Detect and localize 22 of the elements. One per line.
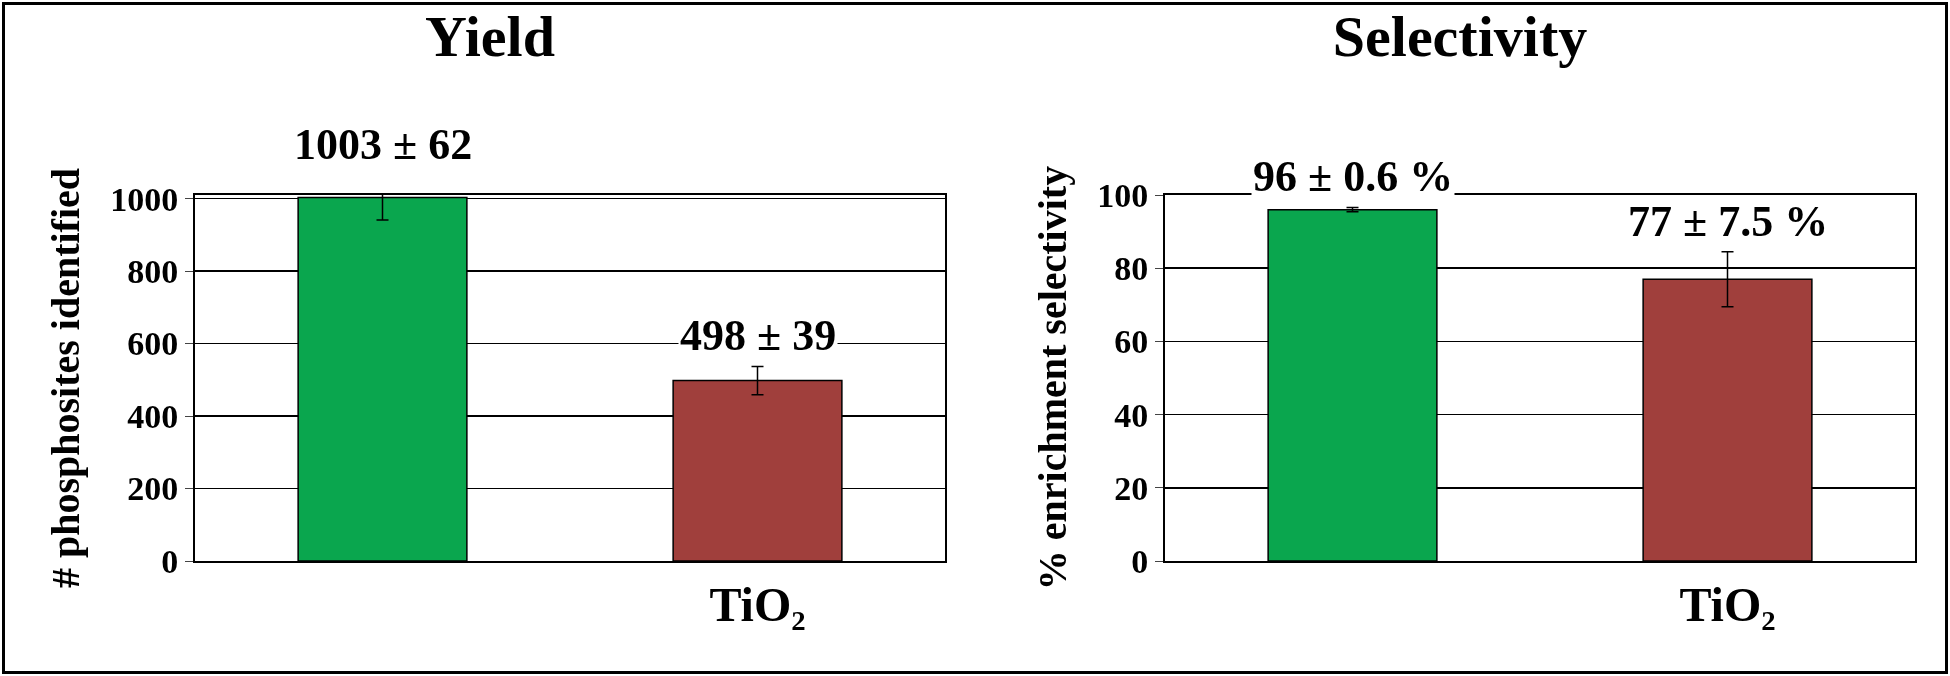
y-tick-label: 0	[1131, 542, 1149, 580]
y-tick-label: 600	[127, 325, 179, 363]
chart-title: Yield	[425, 3, 555, 69]
data-label: 498 ± 39	[680, 311, 837, 360]
data-label: 1003 ± 62	[294, 120, 473, 169]
data-label: 77 ± 7.5 %	[1628, 197, 1829, 246]
y-tick-label: 100	[1097, 176, 1149, 214]
y-tick-label: 400	[127, 397, 179, 435]
x-tick-label: TiO₂	[709, 577, 806, 631]
y-tick-label: 200	[127, 470, 179, 508]
chart-title: Selectivity	[1332, 3, 1588, 69]
y-tick-label: 1000	[110, 180, 179, 218]
y-tick-label: 60	[1114, 323, 1149, 361]
y-tick-label: 40	[1114, 396, 1149, 434]
y-tick-label: 800	[127, 253, 179, 290]
x-tick-label: TiO₂	[1679, 577, 1776, 631]
y-tick-label: 20	[1114, 469, 1149, 507]
y-tick-label: 80	[1114, 250, 1149, 288]
y-axis-title: % enrichment selectivity	[1030, 165, 1076, 591]
y-tick-label: 0	[161, 542, 179, 580]
data-label: 96 ± 0.6 %	[1253, 152, 1454, 201]
y-axis-title: # phosphosites identified	[43, 167, 89, 589]
